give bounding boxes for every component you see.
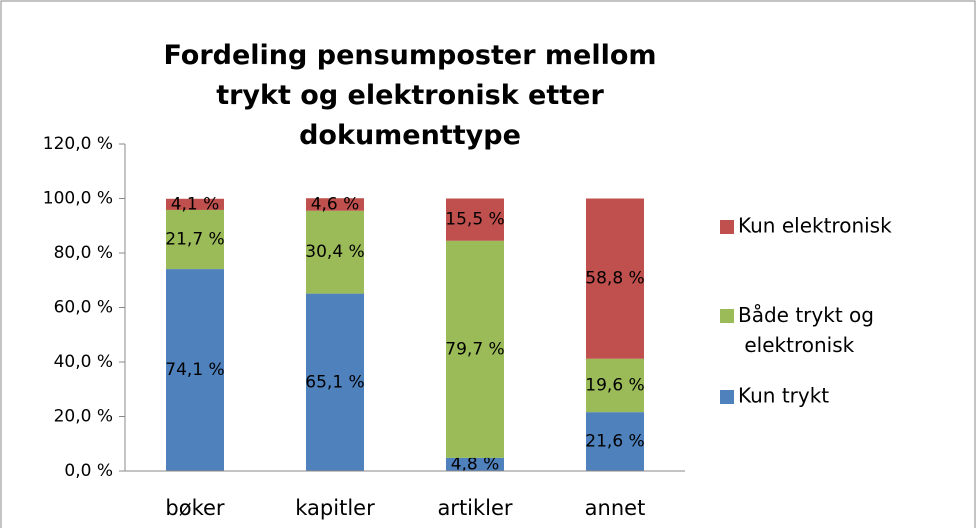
bar-segment: [166, 269, 224, 471]
y-tick-label: 100,0 %: [43, 189, 113, 209]
y-tick-label: 60,0 %: [54, 298, 113, 318]
bar-segment: [586, 358, 644, 413]
legend-label: Både trykt og elektronisk: [738, 303, 874, 357]
x-tick-label: artikler: [437, 496, 512, 520]
value-label: 65,1 %: [305, 372, 364, 392]
value-label: 30,4 %: [305, 242, 364, 262]
legend-label: Kun trykt: [738, 384, 829, 408]
x-tick-label: bøker: [165, 496, 225, 520]
value-label: 21,7 %: [165, 230, 224, 250]
legend-marker: [720, 309, 734, 323]
bar-segment: [586, 412, 644, 471]
y-tick-label: 40,0 %: [54, 352, 113, 372]
x-tick-label: kapitler: [295, 496, 375, 520]
bar-segment: [306, 293, 364, 471]
legend-label: Kun elektronisk: [738, 214, 892, 238]
y-tick-label: 20,0 %: [54, 407, 113, 427]
y-tick-label: 0,0 %: [64, 461, 113, 481]
value-label: 4,8 %: [451, 454, 500, 474]
legend-marker: [720, 220, 734, 234]
value-label: 21,6 %: [585, 432, 644, 452]
value-label: 58,8 %: [585, 269, 644, 289]
value-label: 79,7 %: [445, 339, 504, 359]
bar-segment: [446, 457, 504, 471]
value-label: 4,1 %: [171, 194, 220, 214]
legend-marker: [720, 390, 734, 404]
bar-segment: [166, 198, 224, 210]
bar-segment: [306, 198, 364, 211]
bar-segment: [306, 210, 364, 294]
x-tick-label: annet: [585, 496, 646, 520]
value-label: 4,6 %: [311, 194, 360, 214]
y-tick-label: 80,0 %: [54, 243, 113, 263]
bar-segment: [586, 198, 644, 359]
bar-segment: [446, 240, 504, 458]
y-tick-label: 120,0 %: [43, 134, 113, 154]
chart-title: Fordeling pensumposter mellom trykt og e…: [163, 40, 657, 151]
value-label: 74,1 %: [165, 360, 224, 380]
value-label: 19,6 %: [585, 375, 644, 395]
bar-segment: [446, 198, 504, 241]
bar-segment: [166, 209, 224, 270]
value-label: 15,5 %: [445, 210, 504, 230]
